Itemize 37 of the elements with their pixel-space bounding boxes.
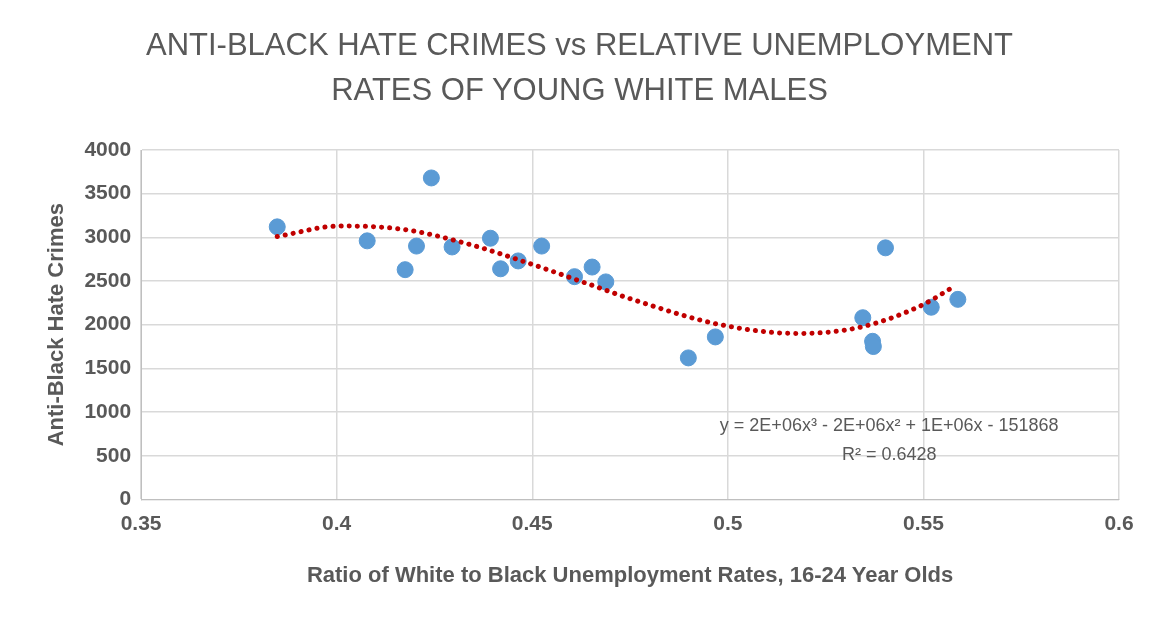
x-tick-label: 0.45 [511,510,554,534]
y-tick-label: 3500 [84,180,132,204]
y-tick-label: 3000 [84,224,132,248]
y-tick-label: 2000 [84,311,132,335]
point [396,261,414,279]
point [481,229,499,247]
x-tick-label: 0.35 [120,510,162,534]
y-tick-label: 0 [119,486,132,510]
x-tick-label: 0.55 [902,510,945,534]
point [679,349,697,367]
point [583,258,601,276]
y-tick-label: 4000 [84,136,132,160]
point [876,239,894,257]
point [706,328,724,346]
annotation: y = 2E+06x³ - 2E+06x² + 1E+06x - 151868 [719,414,1059,435]
point [422,169,440,187]
chart-title: ANTI-BLACK HATE CRIMES vs RELATIVE UNEMPLOYMENT RATES OF YOUNG WHITE MALES [145,26,1014,109]
annotation: R² = 0.6428 [841,443,937,464]
point [407,237,425,255]
point [533,237,551,255]
point [268,218,286,236]
point [358,232,376,250]
x-tick-label: 0.6 [1104,510,1134,534]
y-tick-label: 1000 [84,398,132,422]
point [854,309,872,327]
x-axis-title: Ratio of White to Black Unemployment Rates, 16-24 Year Olds [306,561,954,587]
x-tick-label: 0.5 [713,510,743,534]
point [922,298,940,316]
point [492,260,510,278]
y-axis-title: Anti-Black Hate Crimes [43,203,69,447]
point [597,273,615,291]
y-tick-label: 2500 [84,267,132,291]
x-tick-label: 0.4 [322,510,352,534]
point [443,238,461,256]
y-tick-label: 1500 [84,355,132,379]
point [949,290,967,308]
y-tick-label: 500 [96,442,132,466]
